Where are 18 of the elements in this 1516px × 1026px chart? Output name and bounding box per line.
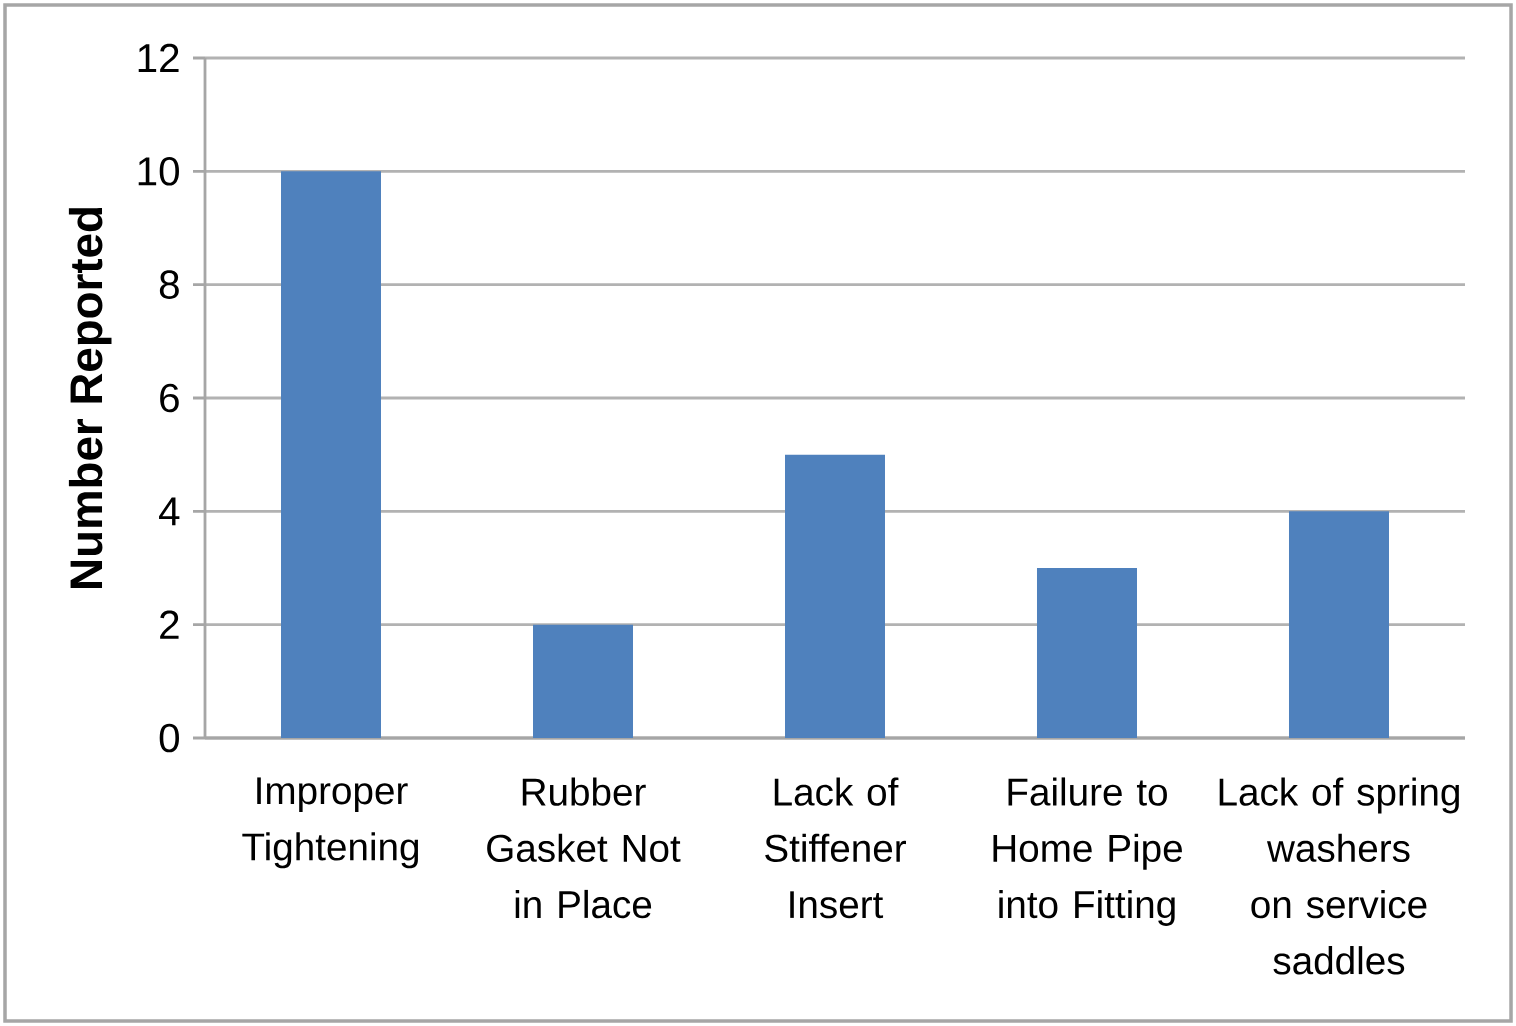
y-tick-label: 6 xyxy=(160,383,179,413)
y-tick-label: 8 xyxy=(159,270,179,299)
y-tick-label: 0 xyxy=(159,723,179,753)
y-tick-label: 4 xyxy=(159,497,180,526)
x-tick-label: Lack of spring washers on service saddles xyxy=(1219,777,1459,975)
x-tick-label: Failure to Home Pipe into Fitting xyxy=(993,777,1182,926)
y-tick-label: 12 xyxy=(138,43,179,73)
bar xyxy=(281,171,381,738)
y-tick-label: 10 xyxy=(138,157,179,186)
bar xyxy=(533,624,634,738)
y-tick-label: 2 xyxy=(160,610,179,639)
bar xyxy=(1288,511,1389,738)
x-tick-label: Improper Tightening xyxy=(242,777,419,869)
x-tick-label: Rubber Gasket Not in Place xyxy=(487,777,681,919)
y-axis-title: Number Reported xyxy=(68,208,112,588)
bar xyxy=(785,454,885,738)
x-tick-label: Lack of Stiffener Insert xyxy=(765,777,906,919)
bar xyxy=(1036,567,1137,738)
